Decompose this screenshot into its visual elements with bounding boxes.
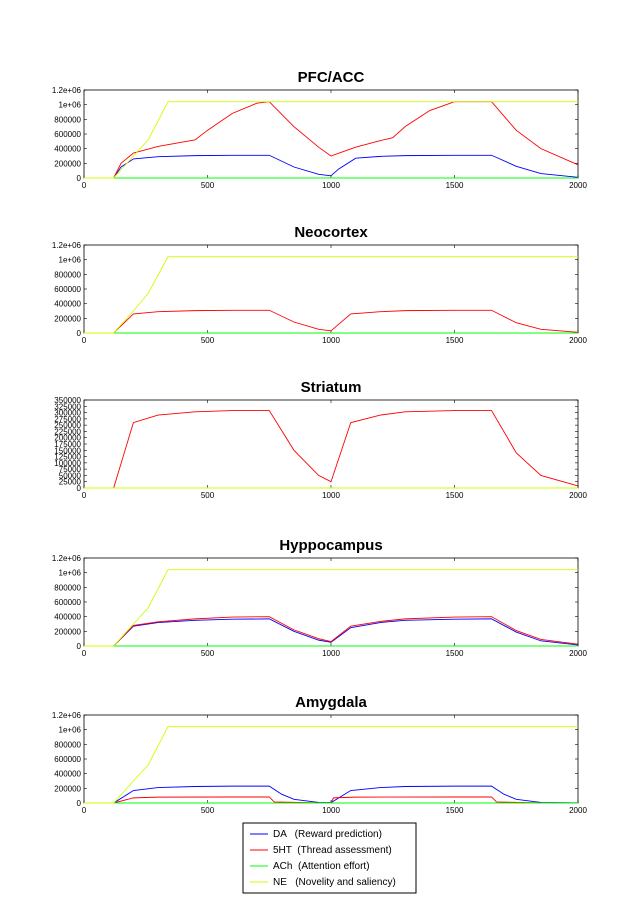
y-tick-label-amygdala: 1e+06 — [59, 726, 82, 735]
y-tick-label-neocortex: 0 — [77, 329, 82, 338]
y-tick-label-pfc-acc: 1e+06 — [59, 101, 82, 110]
panel-title-amygdala: Amygdala — [295, 694, 367, 711]
y-tick-label-pfc-acc: 600000 — [54, 130, 81, 139]
y-tick-label-amygdala: 800000 — [54, 740, 81, 749]
legend-label-da: DA (Reward prediction) — [273, 829, 382, 840]
panel-title-hyppocampus: Hyppocampus — [279, 537, 382, 554]
y-tick-label-pfc-acc: 800000 — [54, 115, 81, 124]
series-ne-neocortex — [84, 256, 578, 334]
y-tick-label-hyppocampus: 1.2e+06 — [52, 554, 82, 563]
x-tick-label-amygdala: 0 — [82, 806, 87, 815]
y-tick-label-striatum: 200000 — [54, 434, 81, 443]
x-tick-label-pfc-acc: 0 — [82, 181, 87, 190]
y-tick-label-amygdala: 600000 — [54, 755, 81, 764]
y-tick-label-hyppocampus: 1e+06 — [59, 569, 82, 578]
y-tick-label-striatum: 225000 — [54, 427, 81, 436]
y-tick-label-pfc-acc: 0 — [77, 174, 82, 183]
y-tick-label-neocortex: 1.2e+06 — [52, 241, 82, 250]
y-tick-label-neocortex: 600000 — [54, 285, 81, 294]
series-da-hyppocampus — [84, 618, 579, 647]
y-tick-label-striatum: 25000 — [59, 478, 82, 487]
panel-title-neocortex: Neocortex — [294, 224, 368, 241]
panel-hyppocampus: Hyppocampus 0 200000 400000 600000 800000 1e+0… — [52, 537, 588, 658]
x-tick-label-neocortex: 1000 — [322, 336, 340, 345]
x-tick-label-pfc-acc: 2000 — [569, 181, 587, 190]
series-5ht-hyppocampus — [84, 616, 579, 647]
y-tick-label-pfc-acc: 200000 — [54, 159, 81, 168]
x-tick-label-striatum: 500 — [201, 491, 215, 500]
legend-box — [242, 822, 417, 894]
y-tick-label-striatum: 50000 — [59, 471, 82, 480]
series-ne-pfc-acc — [84, 101, 578, 179]
y-tick-label-pfc-acc: 400000 — [54, 145, 81, 154]
x-tick-label-neocortex: 1500 — [446, 336, 464, 345]
y-tick-label-hyppocampus: 200000 — [54, 627, 81, 636]
legend: DA (Reward prediction) 5HT (Thread asses… — [242, 822, 417, 894]
panel-pfc-acc: PFC/ACC 0 200000 400000 600000 800000 1e+06 1.2… — [52, 69, 588, 190]
series-5ht-striatum — [84, 410, 579, 489]
y-tick-label-neocortex: 400000 — [54, 300, 81, 309]
x-tick-label-hyppocampus: 2000 — [569, 649, 587, 658]
x-tick-label-pfc-acc: 500 — [201, 181, 215, 190]
x-tick-label-amygdala: 1500 — [446, 806, 464, 815]
x-tick-label-striatum: 2000 — [569, 491, 587, 500]
legend-label-ach: ACh (Attention effort) — [273, 861, 370, 872]
y-tick-label-hyppocampus: 600000 — [54, 598, 81, 607]
y-tick-label-striatum: 275000 — [54, 415, 81, 424]
y-tick-label-striatum: 175000 — [54, 440, 81, 449]
y-tick-label-amygdala: 1.2e+06 — [52, 711, 82, 720]
y-tick-label-striatum: 100000 — [54, 459, 81, 468]
y-tick-label-striatum: 0 — [77, 484, 82, 493]
chart-panels: PFC/ACC02000004000006000008000001e+061.2… — [52, 69, 588, 815]
x-tick-label-hyppocampus: 0 — [82, 649, 87, 658]
panel-title-striatum: Striatum — [301, 379, 362, 396]
panel-amygdala: Amygdala 0 200000 400000 600000 800000 1e+06 1.… — [52, 694, 588, 815]
panel-neocortex: Neocortex 0 200000 400000 600000 800000 1e+06 1… — [52, 224, 588, 345]
x-tick-label-neocortex: 500 — [201, 336, 215, 345]
y-tick-label-amygdala: 0 — [77, 799, 82, 808]
panel-title-pfc-acc: PFC/ACC — [298, 69, 365, 86]
series-ne-hyppocampus — [84, 569, 578, 647]
x-tick-label-amygdala: 500 — [201, 806, 215, 815]
y-tick-label-striatum: 125000 — [54, 453, 81, 462]
y-tick-label-striatum: 325000 — [54, 402, 81, 411]
y-tick-label-striatum: 300000 — [54, 409, 81, 418]
y-tick-label-striatum: 250000 — [54, 421, 81, 430]
y-tick-label-amygdala: 400000 — [54, 770, 81, 779]
y-tick-label-hyppocampus: 0 — [77, 642, 82, 651]
y-tick-label-striatum: 75000 — [59, 465, 82, 474]
y-tick-label-hyppocampus: 400000 — [54, 613, 81, 622]
y-tick-label-neocortex: 1e+06 — [59, 256, 82, 265]
y-tick-label-pfc-acc: 1.2e+06 — [52, 86, 82, 95]
x-tick-label-hyppocampus: 500 — [201, 649, 215, 658]
y-tick-label-neocortex: 800000 — [54, 270, 81, 279]
x-tick-label-hyppocampus: 1000 — [322, 649, 340, 658]
x-tick-label-neocortex: 2000 — [569, 336, 587, 345]
y-tick-label-hyppocampus: 800000 — [54, 583, 81, 592]
x-tick-label-amygdala: 2000 — [569, 806, 587, 815]
series-da-pfc-acc — [84, 154, 579, 179]
x-tick-label-striatum: 0 — [82, 491, 87, 500]
x-tick-label-striatum: 1000 — [322, 491, 340, 500]
x-tick-label-amygdala: 1000 — [322, 806, 340, 815]
x-tick-label-neocortex: 0 — [82, 336, 87, 345]
y-tick-label-neocortex: 200000 — [54, 314, 81, 323]
y-tick-label-striatum: 350000 — [54, 396, 81, 405]
x-tick-label-pfc-acc: 1500 — [446, 181, 464, 190]
series-ne-amygdala — [84, 726, 578, 804]
x-tick-label-striatum: 1500 — [446, 491, 464, 500]
legend-label-ne: NE (Novelity and saliency) — [273, 877, 396, 888]
y-tick-label-amygdala: 200000 — [54, 784, 81, 793]
panel-striatum: Striatum02500050000750001000001250001500… — [54, 379, 587, 500]
y-tick-label-striatum: 150000 — [54, 446, 81, 455]
x-tick-label-hyppocampus: 1500 — [446, 649, 464, 658]
series-5ht-neocortex — [84, 309, 579, 334]
legend-label-5ht: 5HT (Thread assessment) — [273, 845, 392, 856]
x-tick-label-pfc-acc: 1000 — [322, 181, 340, 190]
